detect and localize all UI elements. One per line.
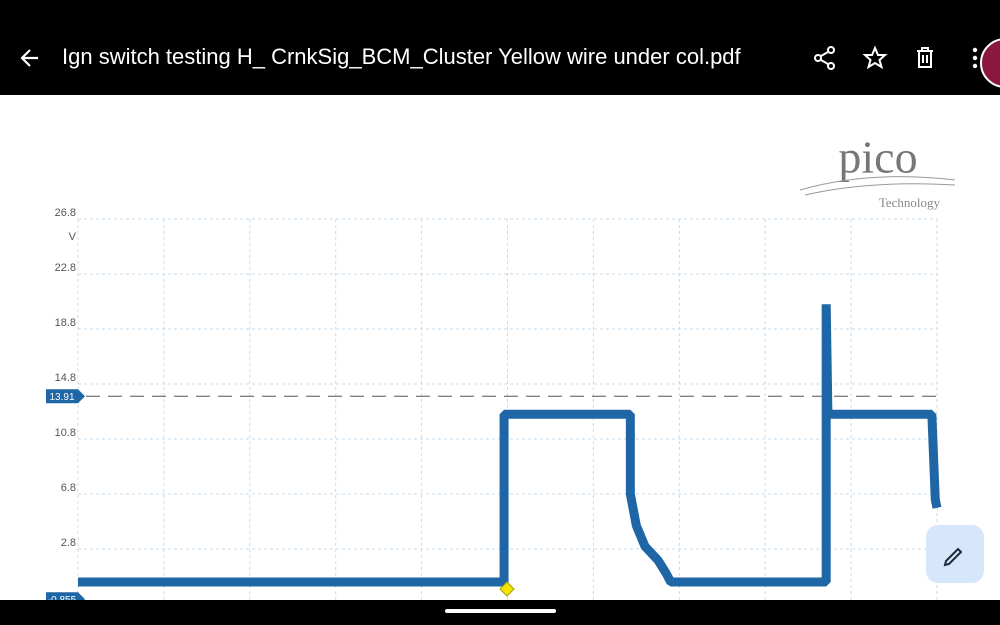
trigger-marker bbox=[499, 581, 515, 597]
logo-tagline: Technology bbox=[879, 195, 941, 210]
y-tick-label: 22.8 bbox=[55, 262, 76, 274]
y-tick-label: 6.8 bbox=[61, 482, 76, 494]
y-tick-label: 26.8 bbox=[55, 207, 76, 219]
document-title: Ign switch testing H_ CrnkSig_BCM_Cluste… bbox=[62, 44, 742, 69]
y-tick-label: 2.8 bbox=[61, 537, 76, 549]
more-button[interactable] bbox=[972, 47, 978, 69]
trace bbox=[78, 304, 942, 587]
share-button[interactable] bbox=[814, 46, 835, 70]
y-unit: V bbox=[69, 231, 77, 243]
edit-icon bbox=[943, 547, 963, 567]
y-tick-label: 18.8 bbox=[55, 317, 76, 329]
logo-swoosh bbox=[799, 176, 956, 196]
star-button[interactable] bbox=[862, 45, 888, 70]
marker-tag bbox=[46, 389, 85, 404]
marker-label: 13.91 bbox=[49, 392, 74, 403]
logo-name: pico bbox=[838, 132, 917, 183]
delete-button[interactable] bbox=[917, 47, 933, 68]
y-tick-label: 14.8 bbox=[55, 372, 76, 384]
back-button[interactable] bbox=[20, 49, 38, 67]
home-indicator[interactable] bbox=[445, 609, 556, 613]
account-avatar[interactable] bbox=[980, 38, 1000, 88]
y-tick-label: 10.8 bbox=[55, 427, 76, 439]
edit-button[interactable] bbox=[926, 525, 984, 583]
